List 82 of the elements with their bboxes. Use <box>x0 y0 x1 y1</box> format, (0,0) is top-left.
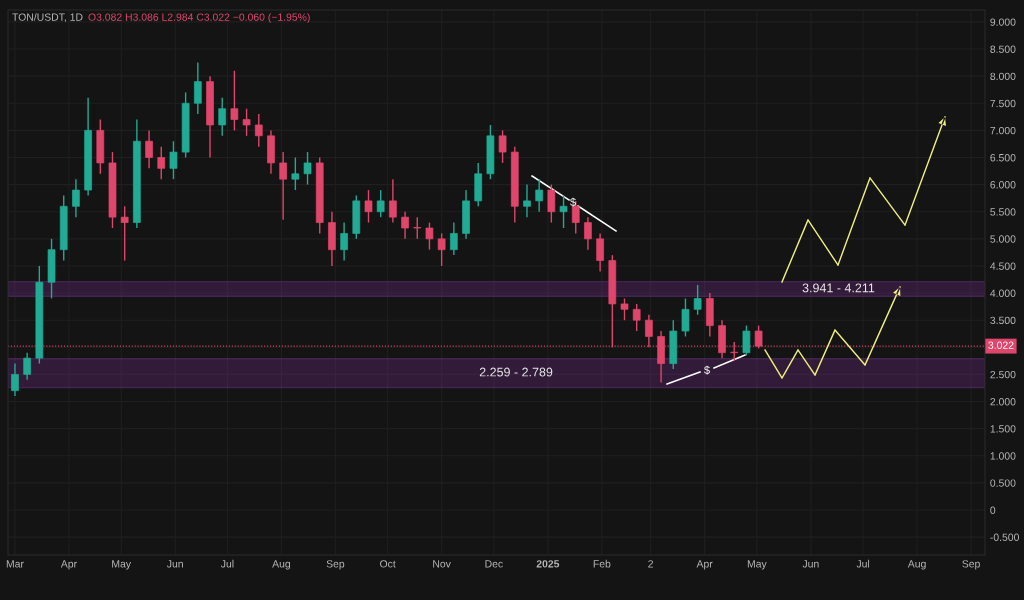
candlestick <box>547 183 556 224</box>
candlestick <box>23 352 31 381</box>
x-tick-label: Sep <box>326 560 345 570</box>
candlestick <box>584 216 592 251</box>
x-tick-label: Mar <box>6 560 24 568</box>
x-tick-label: Feb <box>593 559 611 568</box>
x-tick-label: Jul <box>856 559 870 568</box>
candlestick <box>242 108 251 137</box>
x-tick-label: Oct <box>380 560 396 568</box>
candlestick <box>303 151 312 186</box>
candlestick <box>389 178 397 224</box>
candlestick <box>632 303 641 332</box>
y-tick-label: 1.000 <box>990 452 1016 460</box>
candlestick <box>169 140 178 180</box>
candlestick <box>279 151 287 221</box>
x-tick-label: Apr <box>60 560 77 570</box>
candlestick <box>681 297 690 338</box>
candlestick <box>376 189 385 218</box>
y-tick-label: 5.000 <box>990 235 1016 243</box>
y-tick-label: 1.500 <box>990 425 1016 433</box>
y-tick-label: 7.500 <box>990 99 1016 108</box>
y-tick-label: 6.500 <box>990 154 1016 162</box>
candlestick <box>72 178 80 218</box>
annotation: $ <box>704 365 710 375</box>
band-label: 2.259 - 2.789 <box>479 367 553 377</box>
candlestick <box>218 97 227 137</box>
y-tick-label: 9.000 <box>990 18 1016 26</box>
candlestick <box>437 232 446 267</box>
x-tick-label: Aug <box>272 560 291 570</box>
band-label: 3.941 - 4.211 <box>802 283 875 293</box>
y-tick-label: 0 <box>990 506 996 514</box>
x-tick-label: Apr <box>696 560 713 570</box>
candlestick <box>523 183 531 218</box>
x-tick-label: May <box>112 560 132 570</box>
y-tick-label: 6.000 <box>990 181 1016 189</box>
y-tick-label: 5.500 <box>990 208 1016 216</box>
candlestick <box>535 178 543 213</box>
x-tick-label: Jun <box>166 560 183 568</box>
candlestick <box>120 205 129 262</box>
candlestick <box>425 221 434 251</box>
annotation: $ <box>570 197 576 207</box>
ref-line-label: 3.022 <box>988 341 1014 349</box>
y-tick-label: 8.000 <box>990 72 1016 81</box>
candlestick <box>401 211 409 240</box>
y-tick-label: 8.500 <box>990 45 1016 53</box>
candlestick <box>620 297 629 321</box>
candlestick <box>340 221 348 262</box>
x-tick-label: May <box>747 560 767 570</box>
y-tick-label: 2.500 <box>990 370 1016 379</box>
chart-subtitle: O3.082 H3.086 L2.984 C3.022 −0.060 (−1.95%) <box>88 13 310 23</box>
candlestick <box>254 113 263 148</box>
candlestick <box>742 324 751 357</box>
candlestick <box>450 221 458 256</box>
candlestick <box>693 284 702 316</box>
y-tick-label: 4.000 <box>990 289 1016 297</box>
x-tick-label: Dec <box>485 560 503 568</box>
y-tick-label: -0.500 <box>990 533 1019 541</box>
y-tick-label: 7.000 <box>990 126 1016 135</box>
y-tick-label: 3.500 <box>990 316 1016 325</box>
x-tick-label: Sep <box>962 560 980 570</box>
x-tick-label: Jul <box>220 559 234 568</box>
candlestick <box>291 156 300 191</box>
candlestick <box>571 200 580 235</box>
x-tick-label: Aug <box>907 560 926 570</box>
candlestick <box>193 61 202 115</box>
candlestick <box>230 70 239 132</box>
y-tick-label: 2.000 <box>990 398 1016 406</box>
chart-title: TON/USDT, 1D <box>12 13 83 23</box>
x-tick-label: 2 <box>648 560 653 568</box>
candlestick <box>364 189 373 224</box>
candlestick <box>11 362 19 397</box>
x-tick-label: 2025 <box>536 560 560 568</box>
x-tick-label: Jun <box>802 560 819 568</box>
candlestick <box>498 129 507 164</box>
x-tick-label: Nov <box>433 560 451 568</box>
candlestick <box>145 129 153 170</box>
candlestick <box>413 216 422 240</box>
candlestick <box>559 194 568 229</box>
y-tick-label: 4.500 <box>990 262 1016 270</box>
candlestick <box>596 232 604 273</box>
y-tick-label: 0.500 <box>990 479 1016 487</box>
candlestick <box>157 145 166 180</box>
